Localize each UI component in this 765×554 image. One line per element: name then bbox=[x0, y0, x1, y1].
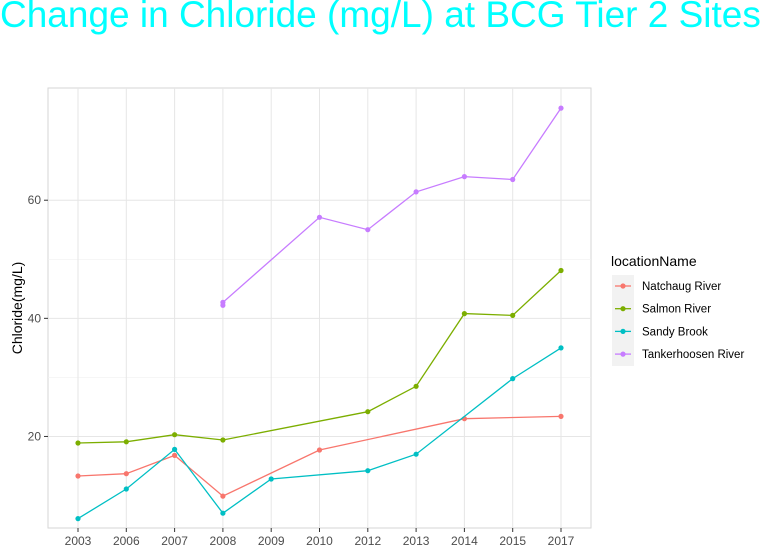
x-tick-label: 2010 bbox=[306, 534, 333, 548]
y-tick-label: 20 bbox=[28, 429, 42, 443]
series-layer bbox=[75, 105, 564, 522]
data-point-tankerhoosen-river bbox=[461, 174, 467, 180]
legend-key-point bbox=[620, 328, 626, 334]
legend-item-salmon-river: Salmon River bbox=[615, 304, 711, 316]
x-tick-label: 2017 bbox=[548, 534, 575, 548]
x-tick-label: 2014 bbox=[451, 534, 478, 548]
legend-item-natchaug-river: Natchaug River bbox=[615, 281, 721, 293]
legend-item-sandy-brook: Sandy Brook bbox=[615, 326, 708, 338]
x-tick-label: 2007 bbox=[161, 534, 188, 548]
data-point-sandy-brook bbox=[510, 376, 516, 382]
legend-keys-background bbox=[612, 275, 634, 366]
data-point-salmon-river bbox=[172, 432, 178, 438]
data-point-salmon-river bbox=[461, 311, 467, 317]
y-axis-title: Chloride(mg/L) bbox=[9, 262, 25, 355]
legend-key-point bbox=[620, 306, 626, 312]
x-tick-label: 2013 bbox=[403, 534, 430, 548]
data-point-salmon-river bbox=[558, 267, 564, 274]
x-tick-label: 2012 bbox=[354, 534, 381, 548]
x-tick-label: 2009 bbox=[258, 534, 285, 548]
grid-lines bbox=[48, 88, 591, 528]
series-tankerhoosen-river bbox=[220, 105, 564, 308]
y-tick-label: 40 bbox=[28, 311, 42, 325]
legend: locationName Natchaug River Salmon River S… bbox=[611, 253, 744, 366]
legend-item-tankerhoosen-river: Tankerhoosen River bbox=[615, 349, 744, 361]
data-point-natchaug-river bbox=[316, 447, 323, 453]
x-tick-label: 2008 bbox=[210, 534, 237, 548]
data-point-sandy-brook bbox=[365, 468, 371, 474]
data-point-sandy-brook bbox=[413, 451, 419, 457]
data-point-natchaug-river bbox=[75, 473, 81, 479]
data-point-sandy-brook bbox=[75, 516, 81, 522]
data-point-sandy-brook bbox=[123, 486, 129, 492]
data-point-tankerhoosen-river bbox=[413, 189, 419, 195]
legend-label: Salmon River bbox=[642, 304, 711, 316]
data-point-tankerhoosen-river bbox=[316, 214, 323, 220]
legend-label: Natchaug River bbox=[642, 281, 721, 293]
data-point-tankerhoosen-river bbox=[220, 299, 226, 305]
x-tick-label: 2006 bbox=[113, 534, 140, 548]
data-point-salmon-river bbox=[510, 312, 516, 318]
data-point-tankerhoosen-river bbox=[558, 105, 564, 111]
series-natchaug-river bbox=[75, 413, 564, 499]
data-point-tankerhoosen-river bbox=[365, 227, 371, 233]
legend-title: locationName bbox=[611, 253, 697, 269]
legend-key-point bbox=[620, 283, 626, 289]
data-point-salmon-river bbox=[75, 440, 81, 446]
data-point-sandy-brook bbox=[268, 476, 274, 482]
axis-ticks: 20 40 60 2003 2006 2007 2008 2009 2010 2012 2013 20… bbox=[28, 193, 575, 548]
legend-key-point bbox=[620, 351, 626, 357]
data-point-salmon-river bbox=[123, 439, 129, 445]
data-point-sandy-brook bbox=[220, 510, 226, 516]
data-point-natchaug-river bbox=[172, 452, 178, 458]
y-tick-label: 60 bbox=[28, 193, 42, 207]
data-point-natchaug-river bbox=[558, 413, 564, 419]
series-line-tankerhoosen-river bbox=[222, 107, 562, 306]
chart-title: Change in Chloride (mg/L) at BCG Tier 2 … bbox=[0, 0, 761, 35]
data-point-salmon-river bbox=[365, 409, 371, 415]
data-point-sandy-brook bbox=[558, 345, 564, 351]
legend-label: Tankerhoosen River bbox=[642, 349, 744, 361]
data-point-salmon-river bbox=[413, 383, 419, 389]
data-point-natchaug-river bbox=[123, 471, 129, 477]
series-salmon-river bbox=[75, 267, 564, 446]
data-point-tankerhoosen-river bbox=[510, 176, 516, 183]
x-tick-label: 2003 bbox=[65, 534, 92, 548]
series-sandy-brook bbox=[75, 345, 564, 522]
legend-label: Sandy Brook bbox=[642, 326, 708, 338]
x-tick-label: 2015 bbox=[499, 534, 526, 548]
data-point-salmon-river bbox=[220, 437, 226, 443]
data-point-sandy-brook bbox=[172, 446, 178, 452]
data-point-natchaug-river bbox=[220, 493, 226, 499]
